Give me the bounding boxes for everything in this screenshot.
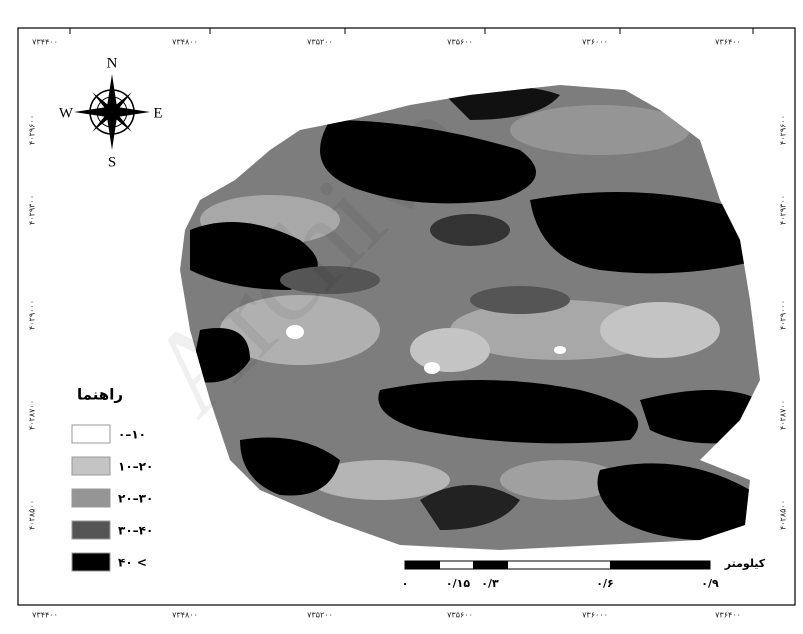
legend-swatch xyxy=(71,456,111,476)
scale-label: ۰ xyxy=(402,577,409,590)
right-coordinate: ۴۰۲۹۶۰۰ xyxy=(779,115,788,145)
scale-bar: کیلومتر xyxy=(404,557,766,570)
north-arrow: N S E W xyxy=(59,55,163,170)
top-coordinate: ۷۳۵۲۰۰ xyxy=(307,38,333,47)
legend-swatch xyxy=(71,552,111,572)
compass-west: W xyxy=(59,105,74,121)
left-coordinate: ۴۰۲۹۰۰۰ xyxy=(28,300,37,330)
scale-label: ۰/۶ xyxy=(596,577,613,590)
left-coordinate: ۴۰۲۹۶۰۰ xyxy=(28,115,37,145)
compass-north: N xyxy=(107,55,118,71)
left-coordinate: ۴۰۲۹۳۰۰ xyxy=(28,195,37,225)
top-coordinate: ۷۳۴۴۰۰ xyxy=(32,38,58,47)
top-coordinate: ۷۳۴۸۰۰ xyxy=(172,38,198,47)
bottom-coordinate: ۷۳۶۴۰۰ xyxy=(715,611,741,620)
right-coordinate: ۴۰۲۸۵۰۰ xyxy=(779,500,788,530)
bottom-coordinate: ۷۳۴۴۰۰ xyxy=(32,611,58,620)
legend-label: ۳۰–۴۰ xyxy=(118,524,153,538)
scale-label: ۰/۳ xyxy=(481,577,499,590)
legend-swatch xyxy=(71,488,111,508)
legend-label: ۴۰ < xyxy=(118,556,147,570)
right-coordinate: ۴۰۲۹۰۰۰ xyxy=(779,300,788,330)
left-coordinate: ۴۰۲۸۵۰۰ xyxy=(28,500,37,530)
bottom-coordinate: ۷۳۵۶۰۰ xyxy=(447,611,473,620)
legend-swatch xyxy=(71,520,111,540)
left-coordinate: ۴۰۲۸۷۰۰ xyxy=(28,400,37,430)
legend-swatch xyxy=(71,424,111,444)
right-coordinate: ۴۰۲۸۷۰۰ xyxy=(779,400,788,430)
compass-south: S xyxy=(108,154,116,170)
legend-label: ۱۰–۲۰ xyxy=(118,460,153,474)
legend-label: ۰–۱۰ xyxy=(118,428,146,442)
legend-title: راهنما xyxy=(77,386,123,404)
scale-unit: کیلومتر xyxy=(724,557,766,570)
scale-label: ۰/۹ xyxy=(701,577,719,590)
legend-label: ۲۰–۳۰ xyxy=(118,492,153,506)
compass-east: E xyxy=(153,105,162,121)
bottom-coordinate: ۷۳۶۰۰۰ xyxy=(582,611,608,620)
top-coordinate: ۷۳۶۰۰۰ xyxy=(582,38,608,47)
right-coordinate: ۴۰۲۹۳۰۰ xyxy=(779,195,788,225)
bottom-coordinate: ۷۳۵۲۰۰ xyxy=(307,611,333,620)
density-surface xyxy=(180,85,760,550)
bottom-coordinate: ۷۳۴۸۰۰ xyxy=(172,611,198,620)
top-coordinate: ۷۳۶۴۰۰ xyxy=(715,38,741,47)
scale-label: ۰/۱۵ xyxy=(446,577,470,590)
top-coordinate: ۷۳۵۶۰۰ xyxy=(447,38,473,47)
